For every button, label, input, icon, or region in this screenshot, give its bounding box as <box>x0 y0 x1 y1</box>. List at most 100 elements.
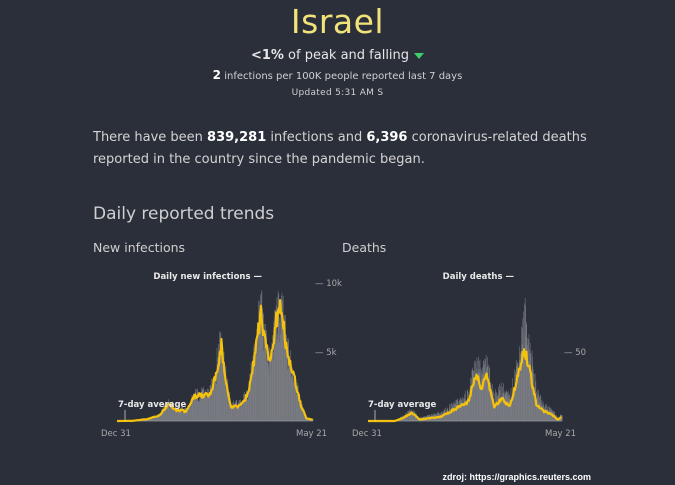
bar <box>270 354 271 421</box>
bar <box>490 381 491 421</box>
bar <box>525 305 526 421</box>
bar <box>304 414 305 421</box>
bar <box>209 396 210 421</box>
bar <box>186 410 188 421</box>
bar <box>472 374 474 421</box>
bar <box>519 346 520 421</box>
bar <box>508 395 510 421</box>
bar <box>505 393 506 421</box>
bar <box>514 387 515 421</box>
bar <box>161 411 162 421</box>
bar <box>198 400 199 421</box>
bar <box>206 392 207 421</box>
bar <box>412 410 413 421</box>
bar <box>458 401 460 421</box>
bar <box>466 403 468 421</box>
bar <box>521 344 523 421</box>
bar <box>497 394 499 421</box>
bar <box>292 372 294 421</box>
bar <box>213 388 214 421</box>
bar <box>543 406 545 421</box>
bar <box>198 401 200 421</box>
bar <box>516 366 517 421</box>
bar <box>281 295 282 421</box>
bar <box>175 406 176 421</box>
bar <box>544 409 546 421</box>
bar <box>503 399 505 421</box>
bar <box>528 334 530 421</box>
bar <box>166 407 168 421</box>
per-100k-value: 2 <box>212 68 222 82</box>
bar <box>234 405 236 421</box>
bar <box>254 355 256 421</box>
bar <box>224 376 225 421</box>
bar <box>258 320 260 421</box>
bar <box>174 411 176 421</box>
bar <box>205 389 207 421</box>
bar <box>151 417 152 421</box>
peak-percent: <1% <box>250 48 284 63</box>
bar <box>513 394 514 421</box>
bar <box>497 401 498 421</box>
bar <box>160 413 161 421</box>
bar <box>155 415 157 421</box>
bar <box>524 350 526 421</box>
bar <box>450 410 451 421</box>
bar <box>532 365 534 421</box>
bar <box>268 359 270 421</box>
bar <box>302 404 303 421</box>
bar <box>297 385 299 421</box>
bar <box>312 419 313 421</box>
bar <box>162 408 164 421</box>
bar <box>469 385 471 421</box>
bar <box>519 360 521 421</box>
bar <box>220 332 222 421</box>
bar <box>237 407 238 421</box>
bar <box>278 293 280 421</box>
bar <box>294 380 295 421</box>
bar <box>482 367 484 421</box>
bar <box>176 411 177 421</box>
bar <box>287 369 289 421</box>
bar <box>269 347 270 421</box>
bar <box>544 409 545 421</box>
bar <box>284 341 286 421</box>
bar <box>220 345 222 421</box>
bar <box>214 388 215 421</box>
bar <box>173 409 174 421</box>
bar <box>537 396 538 421</box>
bar <box>500 397 502 421</box>
bar <box>289 360 291 421</box>
bar <box>270 349 272 421</box>
bar <box>467 390 469 421</box>
bar <box>527 359 528 421</box>
bar <box>492 392 493 421</box>
bar <box>452 406 454 421</box>
bar <box>269 374 271 421</box>
bar <box>183 412 184 421</box>
bar <box>242 403 243 421</box>
bar <box>231 407 233 421</box>
bar <box>302 412 304 421</box>
bar <box>246 399 248 421</box>
bar <box>240 407 242 421</box>
bar <box>484 377 485 421</box>
bar <box>500 385 501 421</box>
bar <box>227 387 229 421</box>
bar <box>272 335 273 421</box>
bar <box>254 356 255 421</box>
bar <box>525 336 527 421</box>
bar <box>185 411 187 421</box>
bar <box>409 412 410 421</box>
bar <box>248 398 249 421</box>
bar <box>211 384 213 421</box>
bar <box>170 405 172 421</box>
bar <box>298 397 299 421</box>
bar <box>459 403 460 421</box>
bar <box>266 329 267 421</box>
bar <box>195 391 197 421</box>
bar <box>264 341 266 421</box>
bar <box>453 409 455 421</box>
bar <box>155 416 156 421</box>
bar <box>534 390 535 421</box>
